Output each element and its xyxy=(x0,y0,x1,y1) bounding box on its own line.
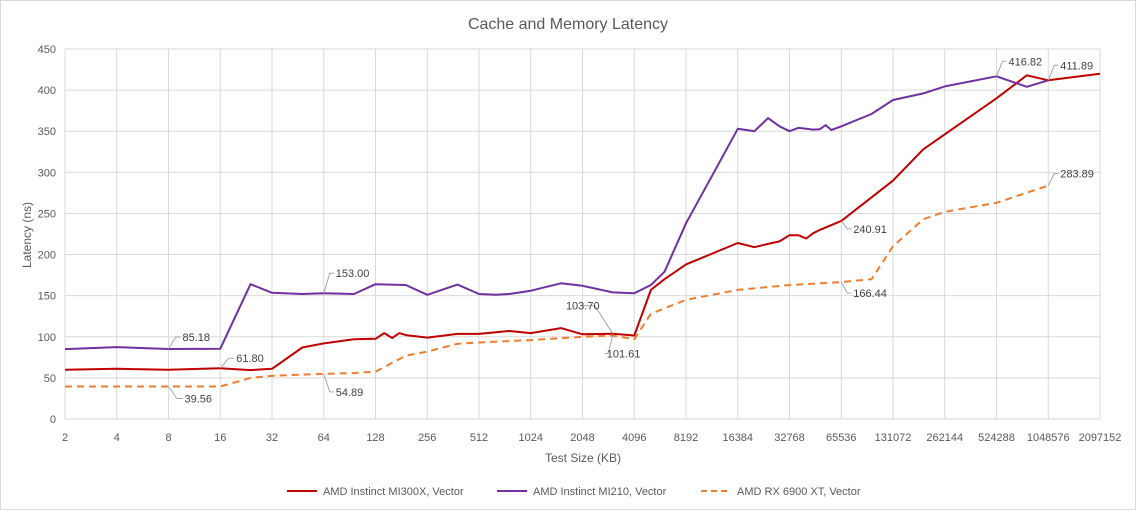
annotation-leader xyxy=(323,373,334,393)
x-tick-label: 16384 xyxy=(722,432,753,444)
data-label: 411.89 xyxy=(1060,60,1093,72)
annotation-leader xyxy=(996,60,1007,77)
y-tick-label: 250 xyxy=(38,208,56,220)
x-tick-label: 4 xyxy=(114,432,120,444)
data-label: 153.00 xyxy=(336,268,370,280)
axis-layer: 0 50 100 150 200 250 300 350 400 450 2 4 8 16 32 64 128 2… xyxy=(38,44,1122,444)
annotation-layer: 85.18 61.80 39.56 153.00 54.89 103.70 101.61 24… xyxy=(168,56,1094,405)
data-label: 103.70 xyxy=(566,301,600,313)
x-tick-label: 128 xyxy=(366,432,384,444)
annotation-leader xyxy=(582,305,614,334)
data-label: 61.80 xyxy=(236,353,264,365)
x-tick-label: 8 xyxy=(165,432,171,444)
series-line-2 xyxy=(64,75,1049,351)
x-tick-label: 32768 xyxy=(774,432,805,444)
annotation-leader xyxy=(840,281,852,294)
x-tick-label: 8192 xyxy=(674,432,698,444)
annotation-leader xyxy=(168,336,181,350)
data-label: 101.61 xyxy=(607,348,641,360)
y-tick-label: 150 xyxy=(38,291,56,303)
data-label: 283.89 xyxy=(1060,169,1094,181)
x-tick-label: 262144 xyxy=(926,432,963,444)
chart-title: Cache and Memory Latency xyxy=(468,16,668,33)
annotation-leader xyxy=(323,272,334,294)
data-label: 166.44 xyxy=(853,288,887,300)
legend-label-3: AMD RX 6900 XT, Vector xyxy=(737,486,861,498)
data-label: 54.89 xyxy=(336,387,364,399)
y-tick-label: 400 xyxy=(38,85,56,97)
annotation-leader xyxy=(1047,173,1059,186)
y-tick-label: 100 xyxy=(38,332,56,344)
annotation-leader xyxy=(1047,64,1059,81)
annotation-leader xyxy=(219,357,235,369)
data-label: 85.18 xyxy=(183,332,211,344)
legend: AMD Instinct MI300X, Vector AMD Instinct … xyxy=(287,486,861,498)
x-tick-label: 32 xyxy=(266,432,278,444)
x-tick-label: 2048 xyxy=(570,432,594,444)
data-label: 240.91 xyxy=(853,224,887,236)
legend-label-1: AMD Instinct MI300X, Vector xyxy=(323,486,464,498)
x-tick-label: 2097152 xyxy=(1079,432,1122,444)
data-label: 416.82 xyxy=(1009,56,1043,68)
x-tick-label: 524288 xyxy=(978,432,1015,444)
annotation-leader xyxy=(840,220,852,230)
annotation-leader xyxy=(604,335,614,354)
x-tick-label: 512 xyxy=(470,432,488,444)
legend-label-2: AMD Instinct MI210, Vector xyxy=(533,486,667,498)
x-tick-label: 4096 xyxy=(622,432,646,444)
x-tick-label: 16 xyxy=(214,432,226,444)
data-label: 39.56 xyxy=(185,393,213,405)
y-tick-label: 200 xyxy=(38,250,56,262)
series-line-1 xyxy=(64,72,1101,372)
x-axis-title: Test Size (KB) xyxy=(545,451,621,465)
x-tick-label: 1024 xyxy=(519,432,543,444)
series-line-3 xyxy=(65,184,1049,388)
annotation-leader xyxy=(168,386,183,399)
x-tick-label: 131072 xyxy=(875,432,912,444)
x-tick-label: 256 xyxy=(418,432,436,444)
y-tick-label: 50 xyxy=(44,373,56,385)
x-tick-label: 65536 xyxy=(826,432,857,444)
y-axis-title: Latency (ns) xyxy=(20,202,34,268)
x-tick-label: 64 xyxy=(318,432,330,444)
y-tick-label: 0 xyxy=(50,414,56,426)
y-tick-label: 350 xyxy=(38,126,56,138)
y-tick-label: 450 xyxy=(38,44,56,56)
x-tick-label: 1048576 xyxy=(1027,432,1070,444)
x-tick-label: 2 xyxy=(62,432,68,444)
y-tick-label: 300 xyxy=(38,167,56,179)
grid-layer xyxy=(64,48,1101,420)
